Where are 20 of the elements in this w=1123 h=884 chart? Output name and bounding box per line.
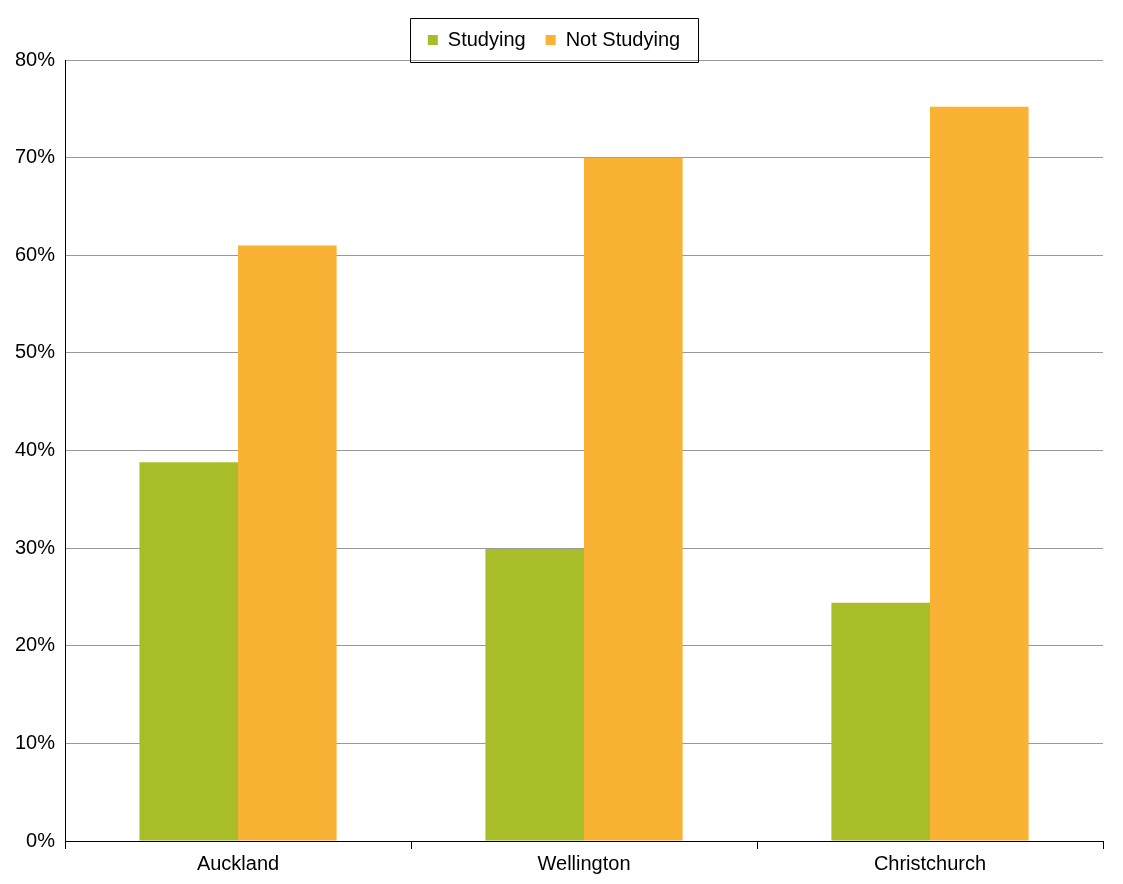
- y-tick-label: 50%: [15, 340, 56, 363]
- y-tick-label: 20%: [15, 633, 56, 656]
- y-tick-label: 70%: [15, 145, 56, 168]
- bar: [485, 549, 585, 841]
- bar: [238, 245, 337, 841]
- x-tick-label: Wellington: [537, 851, 631, 874]
- y-tick-label: 60%: [15, 242, 56, 265]
- legend-label: Studying: [447, 27, 526, 50]
- y-tick-label: 30%: [15, 535, 56, 558]
- x-tick-label: Christchurch: [873, 851, 987, 874]
- y-tick-label: 10%: [15, 730, 56, 753]
- x-tick-label: Auckland: [196, 851, 280, 874]
- legend-label: Not Studying: [565, 27, 681, 50]
- y-tick-label: 0%: [26, 828, 56, 851]
- bar: [831, 602, 931, 841]
- bar: [930, 106, 1029, 841]
- y-tick-label: 40%: [15, 438, 56, 461]
- bar: [584, 157, 683, 841]
- y-tick-label: 80%: [15, 47, 56, 70]
- bar: [139, 462, 239, 841]
